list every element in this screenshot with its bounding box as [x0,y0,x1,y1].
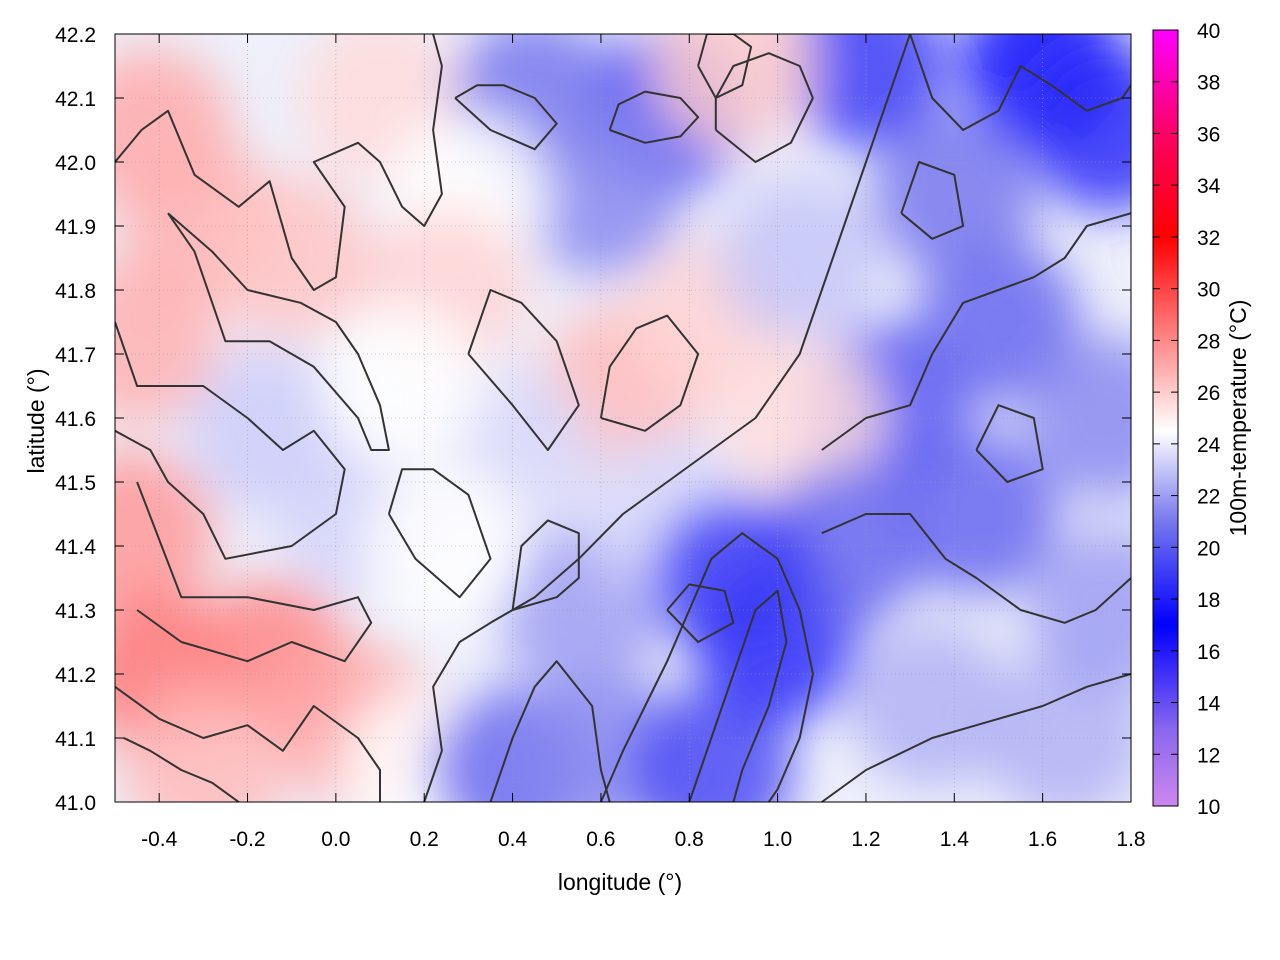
x-tick-label: 1.0 [763,828,792,851]
x-tick-label: 0.8 [675,828,704,851]
x-tick-label: -0.2 [229,828,265,851]
y-tick-label: 41.5 [55,472,96,495]
field-patch [115,259,220,424]
contour-line [821,212,1131,451]
y-axis-label: latitude (°) [23,368,49,473]
field-patch [651,496,816,660]
contour-line [821,673,1131,802]
colorbar-tick-label: 32 [1197,227,1220,250]
contour-line [136,481,373,663]
field-patch [1026,48,1131,212]
contour-line [115,685,381,802]
contour-line [423,34,912,802]
contour-line [714,52,814,163]
y-tick-label: 41.0 [55,792,96,815]
y-tick-label: 41.9 [55,216,96,239]
y-tick-label: 41.8 [55,280,96,303]
x-axis-label: longitude (°) [558,869,682,895]
contour-line [467,289,580,451]
colorbar-tick-label: 26 [1197,382,1220,405]
contour-line [909,34,1131,131]
colorbar-tick-labels: 10 12 14 16 18 20 22 24 26 28 30 32 34 36 38 40 [1197,20,1221,819]
x-tick-label: 1.8 [1116,828,1145,851]
contour-line [697,34,753,99]
contour-line [167,212,390,451]
field-patch [320,304,485,468]
colorbar-tick-label: 18 [1197,589,1220,612]
contour-line [123,737,240,802]
x-tick-label: 0.6 [586,828,615,851]
field-patch [717,176,882,340]
y-tick-label: 42.0 [55,152,96,175]
colorbar: 10 12 14 16 18 20 22 24 26 28 30 32 34 36 38 40 [1152,20,1221,819]
y-tick-label: 41.2 [55,664,96,687]
colorbar-tick-label: 14 [1197,693,1221,716]
y-tick-label: 41.4 [55,536,96,559]
contour-line [454,84,558,151]
contour-line [599,314,700,432]
colorbar-tick-label: 16 [1197,641,1220,664]
contour-line [821,513,1131,624]
contour-line [115,321,346,560]
field-patch [121,688,286,802]
x-tick-labels: -0.4 -0.2 0.0 0.2 0.4 0.6 0.8 1.0 1.2 1.4 1.6 1.8 [141,828,1146,851]
colorbar-tick-label: 40 [1197,20,1220,43]
x-tick-label: 0.2 [410,828,439,851]
contour-line [900,161,965,240]
colorbar-gradient [1152,29,1179,807]
colorbar-label: 100m-temperature (°C) [1225,300,1251,537]
x-tick-label: 1.4 [940,828,970,851]
colorbar-ticks [1153,29,1178,807]
contour-line [688,589,788,802]
contour-line [666,583,735,643]
field-patch [651,34,816,148]
colorbar-tick-label: 22 [1197,486,1220,509]
x-tick-label: 0.4 [498,828,528,851]
grid-lines [115,34,1131,802]
contour-line [511,519,580,611]
contour-line [975,404,1044,483]
y-tick-labels: 41.0 41.1 41.2 41.3 41.4 41.5 41.6 41.7 41.8 41.9… [55,24,96,815]
y-tick-label: 41.3 [55,600,96,623]
field-patch [1026,336,1131,500]
colorbar-tick-label: 34 [1197,175,1221,198]
field-patch [1026,528,1131,692]
x-tick-label: 0.0 [321,828,350,851]
contour-line [608,90,700,144]
colorbar-tick-label: 28 [1197,330,1220,353]
x-tick-label: 1.6 [1028,828,1057,851]
field-patch [364,464,529,628]
colorbar-tick-label: 20 [1197,537,1220,560]
plot-area [115,34,1131,802]
contour-line [489,660,611,802]
colorbar-tick-label: 10 [1197,796,1220,819]
y-tick-label: 42.1 [55,88,96,111]
x-tick-label: -0.4 [141,828,178,851]
field-patch [850,624,1015,788]
axis-ticks [115,33,1132,803]
colorbar-tick-label: 36 [1197,123,1220,146]
x-tick-label: 1.2 [851,828,880,851]
y-tick-label: 41.1 [55,728,96,751]
contour-line [599,532,814,802]
colorbar-tick-label: 38 [1197,72,1220,95]
colorbar-tick-label: 12 [1197,744,1220,767]
y-tick-label: 41.7 [55,344,96,367]
colorbar-tick-label: 24 [1197,434,1221,457]
contour-line [115,34,443,291]
temperature-field [115,34,1131,802]
contour-lines [115,34,1131,802]
field-patch [894,432,1059,596]
field-patch [916,240,1081,404]
field-patch [115,451,215,616]
colorbar-tick-label: 30 [1197,279,1220,302]
y-tick-label: 41.6 [55,408,96,431]
y-tick-label: 42.2 [55,24,96,47]
contour-line [387,468,492,599]
field-patch [982,656,1131,802]
